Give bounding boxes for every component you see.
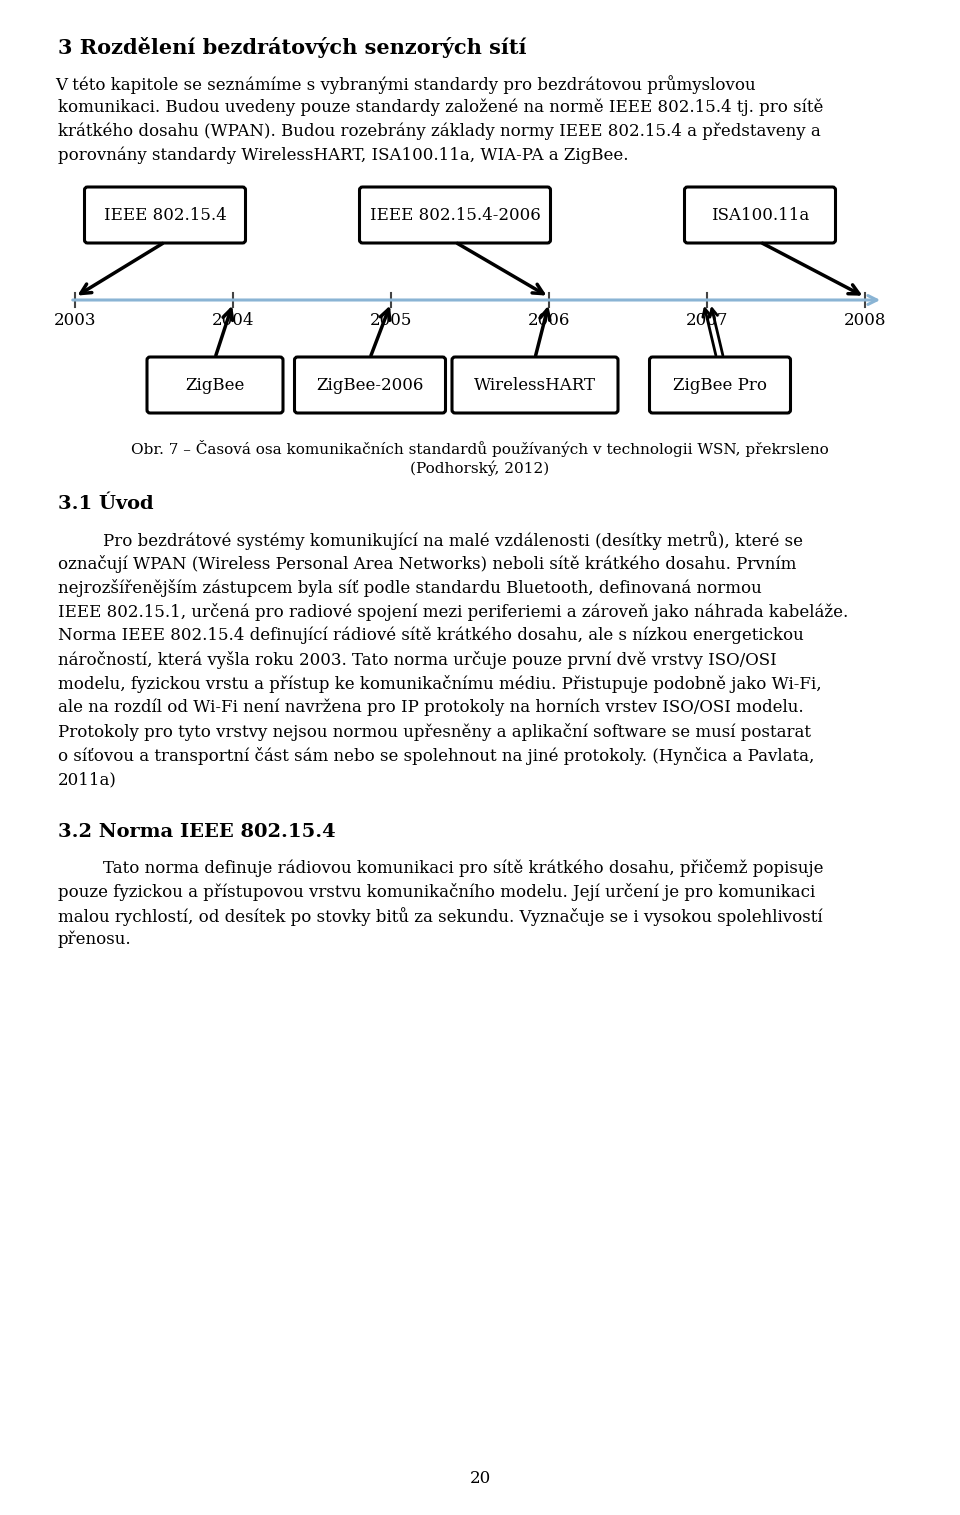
- Text: Tato norma definuje rádiovou komunikaci pro sítě krátkého dosahu, přičemž popisu: Tato norma definuje rádiovou komunikaci …: [103, 859, 824, 877]
- Text: WirelessHART: WirelessHART: [474, 377, 596, 394]
- FancyBboxPatch shape: [650, 358, 790, 414]
- Text: krátkého dosahu (WPAN). Budou rozebrány základy normy IEEE 802.15.4 a představen: krátkého dosahu (WPAN). Budou rozebrány …: [58, 123, 821, 141]
- FancyBboxPatch shape: [452, 358, 618, 414]
- Text: nejrozšířenějším zástupcem byla síť podle standardu Bluetooth, definovaná normou: nejrozšířenějším zástupcem byla síť podl…: [58, 579, 761, 597]
- Text: malou rychlostí, od desítek po stovky bitů za sekundu. Vyznačuje se i vysokou sp: malou rychlostí, od desítek po stovky bi…: [58, 907, 823, 926]
- Text: 2008: 2008: [844, 312, 886, 329]
- Text: Norma IEEE 802.15.4 definující rádiové sítě krátkého dosahu, ale s nízkou energe: Norma IEEE 802.15.4 definující rádiové s…: [58, 627, 804, 644]
- Text: 2005: 2005: [370, 312, 412, 329]
- Text: IEEE 802.15.1, určená pro radiové spojení mezi periferiemi a zároveň jako náhrad: IEEE 802.15.1, určená pro radiové spojen…: [58, 603, 849, 621]
- Text: ZigBee Pro: ZigBee Pro: [673, 377, 767, 394]
- FancyBboxPatch shape: [147, 358, 283, 414]
- Text: (Podhorský, 2012): (Podhorský, 2012): [410, 461, 550, 476]
- Text: 3 Rozdělení bezdrátových senzorých sítí: 3 Rozdělení bezdrátových senzorých sítí: [58, 36, 526, 58]
- Text: porovnány standardy WirelessHART, ISA100.11a, WIA-PA a ZigBee.: porovnány standardy WirelessHART, ISA100…: [58, 147, 629, 165]
- Text: náročností, která vyšla roku 2003. Tato norma určuje pouze první dvě vrstvy ISO/: náročností, která vyšla roku 2003. Tato …: [58, 651, 777, 670]
- Text: ISA100.11a: ISA100.11a: [710, 206, 809, 224]
- Text: modelu, fyzickou vrstu a přístup ke komunikačnímu médiu. Přistupuje podobně jako: modelu, fyzickou vrstu a přístup ke komu…: [58, 676, 822, 692]
- Text: Pro bezdrátové systémy komunikující na malé vzdálenosti (desítky metrů), které s: Pro bezdrátové systémy komunikující na m…: [103, 530, 803, 550]
- Text: označují WPAN (Wireless Personal Area Networks) neboli sítě krátkého dosahu. Prv: označují WPAN (Wireless Personal Area Ne…: [58, 554, 797, 573]
- Text: 2007: 2007: [685, 312, 729, 329]
- Text: V této kapitole se seznámíme s vybranými standardy pro bezdrátovou průmyslovou: V této kapitole se seznámíme s vybranými…: [55, 76, 756, 94]
- Text: 20: 20: [469, 1470, 491, 1488]
- Text: ale na rozdíl od Wi-Fi není navržena pro IP protokoly na horních vrstev ISO/OSI : ale na rozdíl od Wi-Fi není navržena pro…: [58, 698, 804, 717]
- Text: 3.1 Úvod: 3.1 Úvod: [58, 495, 154, 514]
- FancyBboxPatch shape: [684, 186, 835, 242]
- Text: 3.2 Norma IEEE 802.15.4: 3.2 Norma IEEE 802.15.4: [58, 823, 336, 841]
- Text: IEEE 802.15.4: IEEE 802.15.4: [104, 206, 227, 224]
- Text: Protokoly pro tyto vrstvy nejsou normou upřesněny a aplikační software se musí p: Protokoly pro tyto vrstvy nejsou normou …: [58, 723, 811, 741]
- Text: pouze fyzickou a přístupovou vrstvu komunikačního modelu. Její určení je pro kom: pouze fyzickou a přístupovou vrstvu komu…: [58, 883, 815, 901]
- FancyBboxPatch shape: [295, 358, 445, 414]
- Text: komunikaci. Budou uvedeny pouze standardy založené na normě IEEE 802.15.4 tj. pr: komunikaci. Budou uvedeny pouze standard…: [58, 98, 824, 117]
- Text: přenosu.: přenosu.: [58, 932, 132, 948]
- FancyBboxPatch shape: [84, 186, 246, 242]
- Text: 2011a): 2011a): [58, 771, 117, 788]
- Text: 2004: 2004: [212, 312, 254, 329]
- Text: 2003: 2003: [54, 312, 96, 329]
- Text: Obr. 7 – Časová osa komunikačních standardů používaných v technologii WSN, překr: Obr. 7 – Časová osa komunikačních standa…: [132, 439, 828, 458]
- FancyBboxPatch shape: [359, 186, 550, 242]
- Text: o síťovou a transportní část sám nebo se spolehnout na jiné protokoly. (Hynčica : o síťovou a transportní část sám nebo se…: [58, 747, 814, 765]
- Text: ZigBee-2006: ZigBee-2006: [316, 377, 423, 394]
- Text: ZigBee: ZigBee: [185, 377, 245, 394]
- Text: 2006: 2006: [528, 312, 570, 329]
- Text: IEEE 802.15.4-2006: IEEE 802.15.4-2006: [370, 206, 540, 224]
